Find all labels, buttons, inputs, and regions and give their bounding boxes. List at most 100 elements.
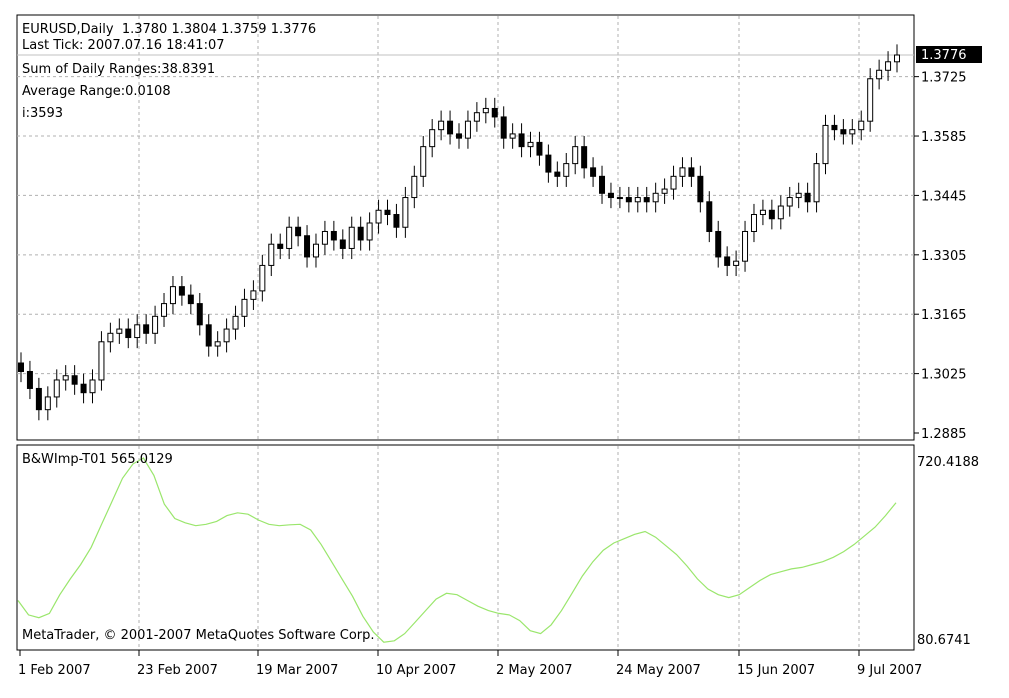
candle-body xyxy=(894,54,900,63)
candle-body xyxy=(625,197,632,203)
price-tick-label: 1.3165 xyxy=(921,308,967,323)
candle-body xyxy=(348,226,355,249)
candle-body xyxy=(840,129,847,135)
candle-body xyxy=(688,167,695,177)
candle-body xyxy=(268,243,275,266)
candle-body xyxy=(527,141,534,148)
time-tick-label: 1 Feb 2007 xyxy=(18,663,91,678)
time-tick-label: 15 Jun 2007 xyxy=(737,663,815,678)
candle-body xyxy=(742,230,749,262)
candle-body xyxy=(152,315,159,334)
time-tick-label: 10 Apr 2007 xyxy=(376,663,456,678)
candle-body xyxy=(581,146,588,169)
candle-body xyxy=(62,375,69,381)
candle-body xyxy=(35,387,42,411)
candle-body xyxy=(295,226,302,237)
candle-body xyxy=(885,61,892,71)
candle-body xyxy=(768,209,775,220)
candle-body xyxy=(697,175,704,203)
candle-body xyxy=(500,116,507,139)
candle-body xyxy=(616,197,623,200)
candle-body xyxy=(750,214,757,232)
candle-body xyxy=(634,197,641,203)
current-price-box xyxy=(916,46,982,63)
candle-body xyxy=(330,230,337,241)
candle-body xyxy=(509,133,516,139)
price-tick-label: 1.3445 xyxy=(921,189,967,204)
candle-body xyxy=(759,209,766,216)
candle-body xyxy=(563,163,570,177)
candle-body xyxy=(241,298,248,317)
candle-body xyxy=(876,69,883,80)
candle-body xyxy=(286,226,293,249)
candle-body xyxy=(518,133,525,148)
candle-body xyxy=(438,120,445,131)
candle-body xyxy=(196,303,203,326)
candle-body xyxy=(536,141,543,156)
time-tick-label: 2 May 2007 xyxy=(496,663,573,678)
last-tick: Last Tick: 2007.07.16 18:41:07 xyxy=(22,38,225,53)
candle-body xyxy=(545,154,552,173)
candle-body xyxy=(679,167,686,177)
price-tick-label: 1.3585 xyxy=(921,130,967,145)
candle-body xyxy=(554,171,561,177)
candle-body xyxy=(411,175,418,199)
candle-body xyxy=(125,328,132,339)
candle-body xyxy=(849,129,856,135)
candle-body xyxy=(429,129,436,148)
candle-body xyxy=(473,112,480,122)
candle-body xyxy=(420,146,427,177)
candle-body xyxy=(26,370,33,389)
candle-body xyxy=(795,192,802,199)
candle-body xyxy=(223,328,230,343)
candle-body xyxy=(456,133,462,139)
bar-counter: i:3593 xyxy=(22,106,64,121)
candle-body xyxy=(205,324,212,347)
candle-body xyxy=(71,375,78,385)
copyright: MetaTrader, © 2001-2007 MetaQuotes Softw… xyxy=(22,628,375,643)
candle-body xyxy=(89,379,96,394)
candle-body xyxy=(304,235,311,258)
indicator-label: B&WImp-T01 565.0129 xyxy=(22,452,173,467)
candle-body xyxy=(44,396,51,411)
candle-body xyxy=(18,362,24,372)
candle-body xyxy=(339,239,346,249)
candle-body xyxy=(491,107,498,118)
indicator-panel xyxy=(16,444,915,651)
price-panel xyxy=(16,14,915,441)
candle-body xyxy=(384,209,391,216)
indicator-max-label: 720.4188 xyxy=(917,455,979,470)
candle-body xyxy=(116,328,123,334)
price-candles xyxy=(18,44,900,421)
candle-body xyxy=(867,78,874,122)
candle-body xyxy=(259,264,266,292)
time-tick-label: 24 May 2007 xyxy=(616,663,701,678)
candle-body xyxy=(143,324,150,334)
candle-body xyxy=(831,124,838,131)
price-axis: 1.3725 1.3585 1.3445 1.3305 1.3165 1.3025 1.28… xyxy=(914,71,967,442)
price-tick-label: 1.3305 xyxy=(921,249,967,264)
candle-body xyxy=(804,192,811,203)
indicator-min-label: 80.6741 xyxy=(917,633,971,648)
candle-body xyxy=(777,205,784,220)
time-tick-label: 9 Jul 2007 xyxy=(857,663,922,678)
candle-body xyxy=(599,175,606,194)
candle-body xyxy=(232,315,239,330)
time-tick-label: 19 Mar 2007 xyxy=(256,663,338,678)
candle-body xyxy=(107,332,114,343)
candle-body xyxy=(670,175,677,190)
time-axis: 1 Feb 2007 23 Feb 2007 19 Mar 2007 10 Apr 2… xyxy=(18,650,922,678)
time-tick-label: 23 Feb 2007 xyxy=(137,663,218,678)
grid xyxy=(17,16,914,649)
candle-body xyxy=(607,192,614,199)
candle-body xyxy=(590,167,597,177)
candle-body xyxy=(447,120,454,135)
candle-body xyxy=(724,256,731,266)
candle-body xyxy=(822,124,829,165)
candle-body xyxy=(321,230,328,245)
candle-body xyxy=(661,188,668,194)
candle-body xyxy=(53,379,60,398)
sum-daily-ranges: Sum of Daily Ranges:38.8391 xyxy=(22,62,216,77)
candle-body xyxy=(366,222,373,241)
